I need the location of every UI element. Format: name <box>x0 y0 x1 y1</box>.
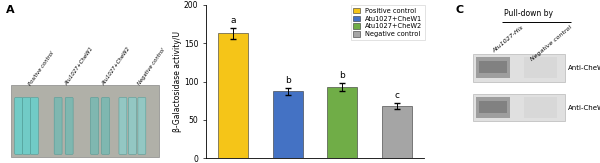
Text: Atu1027+CheW1: Atu1027+CheW1 <box>64 46 95 86</box>
Text: Atu1027-His: Atu1027-His <box>491 25 524 54</box>
Text: Anti-CheW2: Anti-CheW2 <box>568 104 600 111</box>
Bar <box>476 57 509 78</box>
Text: Negative control: Negative control <box>530 25 573 62</box>
Bar <box>328 87 358 158</box>
Text: c: c <box>394 91 400 100</box>
Text: B: B <box>158 0 166 2</box>
FancyBboxPatch shape <box>65 98 73 154</box>
Bar <box>382 106 412 158</box>
Text: Negative control: Negative control <box>137 47 166 86</box>
FancyBboxPatch shape <box>138 98 146 154</box>
FancyBboxPatch shape <box>54 98 62 154</box>
Text: Anti-CheW1: Anti-CheW1 <box>568 65 600 71</box>
FancyBboxPatch shape <box>119 98 127 154</box>
FancyBboxPatch shape <box>128 98 136 154</box>
Bar <box>524 97 557 118</box>
Bar <box>479 101 507 113</box>
Y-axis label: β-Galactosidase activity/U: β-Galactosidase activity/U <box>173 31 182 132</box>
FancyBboxPatch shape <box>14 98 23 154</box>
Bar <box>11 85 159 157</box>
Bar <box>476 97 509 118</box>
Text: b: b <box>340 71 345 80</box>
Text: b: b <box>285 76 290 85</box>
Text: C: C <box>456 5 464 15</box>
Text: Pull-down by: Pull-down by <box>505 9 553 18</box>
Bar <box>479 61 507 73</box>
FancyBboxPatch shape <box>23 98 31 154</box>
Bar <box>218 33 248 158</box>
Text: A: A <box>6 5 14 15</box>
Bar <box>473 94 565 121</box>
Text: a: a <box>230 16 236 25</box>
Text: Atu1027+CheW2: Atu1027+CheW2 <box>101 46 131 86</box>
FancyBboxPatch shape <box>91 98 98 154</box>
FancyBboxPatch shape <box>31 98 38 154</box>
Bar <box>473 54 565 82</box>
Bar <box>273 91 303 158</box>
Text: Positive control: Positive control <box>28 50 55 86</box>
Legend: Positive control, Atu1027+CheW1, Atu1027+CheW2, Negative control: Positive control, Atu1027+CheW1, Atu1027… <box>350 5 425 40</box>
FancyBboxPatch shape <box>101 98 109 154</box>
Bar <box>524 57 557 78</box>
